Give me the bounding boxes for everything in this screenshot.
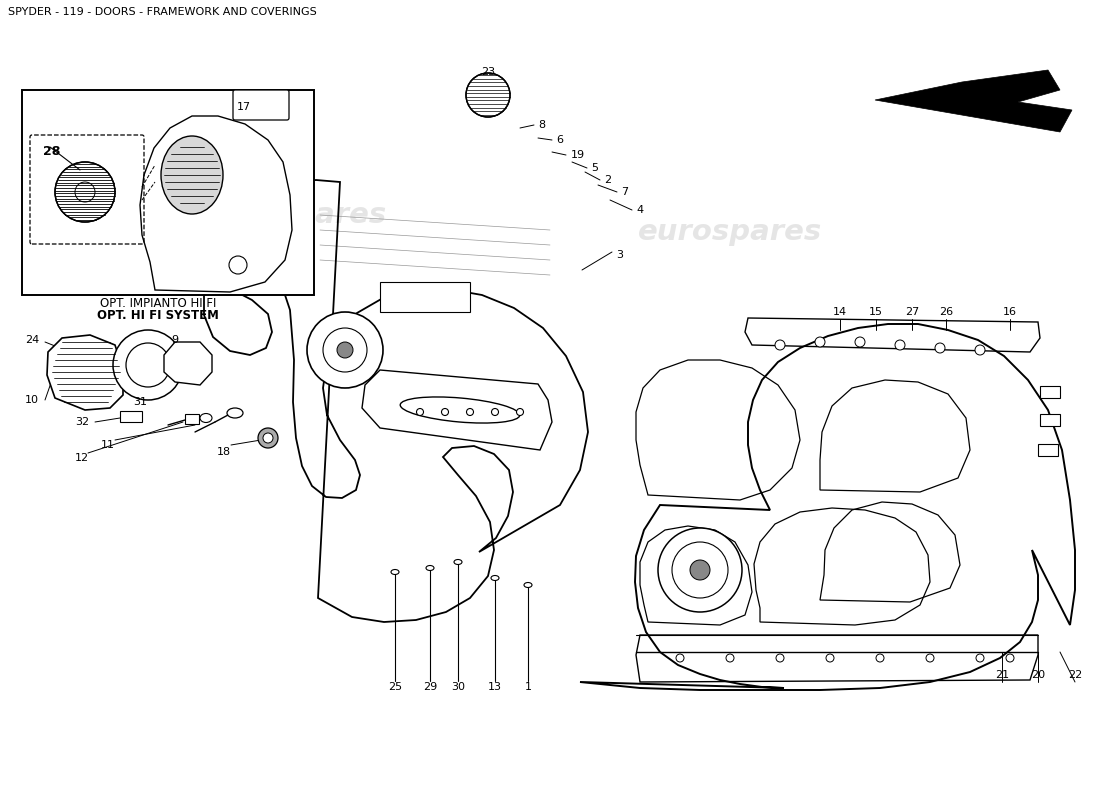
Circle shape: [307, 312, 383, 388]
Text: 11: 11: [101, 440, 116, 450]
Circle shape: [935, 343, 945, 353]
Text: 31: 31: [133, 397, 147, 407]
Ellipse shape: [200, 414, 212, 422]
Text: 12: 12: [75, 453, 89, 463]
Ellipse shape: [454, 559, 462, 565]
Text: 4: 4: [637, 205, 644, 215]
Bar: [22, 90, 313, 295]
Text: 32: 32: [75, 417, 89, 427]
Text: 24: 24: [25, 335, 40, 345]
Circle shape: [517, 409, 524, 415]
Text: OPT. HI FI SYSTEM: OPT. HI FI SYSTEM: [97, 309, 219, 322]
Circle shape: [55, 162, 116, 222]
Circle shape: [441, 409, 449, 415]
Text: 13: 13: [488, 682, 502, 692]
Circle shape: [676, 654, 684, 662]
Text: 14: 14: [833, 307, 847, 317]
Ellipse shape: [161, 136, 223, 214]
Text: OPT. IMPIANTO HI FI: OPT. IMPIANTO HI FI: [100, 297, 217, 310]
FancyBboxPatch shape: [233, 90, 289, 120]
Bar: [120, 411, 142, 422]
Text: 25: 25: [388, 682, 403, 692]
Circle shape: [876, 654, 884, 662]
Text: 30: 30: [451, 682, 465, 692]
Text: 10: 10: [25, 395, 39, 405]
Circle shape: [926, 654, 934, 662]
Ellipse shape: [524, 582, 532, 587]
Circle shape: [826, 654, 834, 662]
Circle shape: [658, 528, 742, 612]
Ellipse shape: [400, 397, 520, 423]
Circle shape: [492, 409, 498, 415]
Circle shape: [263, 433, 273, 443]
Bar: [1040, 414, 1060, 426]
Text: eurospares: eurospares: [202, 201, 387, 229]
Circle shape: [776, 654, 784, 662]
Polygon shape: [164, 342, 212, 385]
Circle shape: [895, 340, 905, 350]
Text: 8: 8: [538, 120, 546, 130]
Text: 28: 28: [43, 145, 60, 158]
Text: 21: 21: [994, 670, 1009, 680]
Polygon shape: [874, 70, 1072, 132]
Bar: [379, 282, 470, 312]
Text: 2: 2: [604, 175, 612, 185]
Text: 20: 20: [1031, 670, 1045, 680]
Circle shape: [466, 409, 473, 415]
Bar: [1038, 444, 1058, 456]
Circle shape: [976, 654, 984, 662]
Text: 27: 27: [905, 307, 920, 317]
Text: 26: 26: [939, 307, 953, 317]
Circle shape: [690, 560, 710, 580]
Circle shape: [815, 337, 825, 347]
Circle shape: [126, 343, 170, 387]
FancyBboxPatch shape: [30, 135, 144, 244]
Text: 5: 5: [592, 163, 598, 173]
Text: 7: 7: [621, 187, 628, 197]
Polygon shape: [47, 335, 123, 410]
Circle shape: [337, 342, 353, 358]
Text: SPYDER - 119 - DOORS - FRAMEWORK AND COVERINGS: SPYDER - 119 - DOORS - FRAMEWORK AND COV…: [8, 7, 317, 17]
Circle shape: [975, 345, 984, 355]
Circle shape: [776, 340, 785, 350]
Text: 29: 29: [422, 682, 437, 692]
Ellipse shape: [426, 566, 434, 570]
Circle shape: [258, 428, 278, 448]
Circle shape: [726, 654, 734, 662]
Text: 15: 15: [869, 307, 883, 317]
Text: 9: 9: [172, 335, 178, 345]
Text: 1: 1: [525, 682, 531, 692]
Ellipse shape: [491, 575, 499, 581]
Text: 16: 16: [1003, 307, 1018, 317]
Text: 17: 17: [236, 102, 251, 112]
Text: 19: 19: [571, 150, 585, 160]
Circle shape: [855, 337, 865, 347]
Text: 18: 18: [217, 447, 231, 457]
Circle shape: [417, 409, 424, 415]
Bar: [1040, 386, 1060, 398]
Text: eurospares: eurospares: [638, 218, 822, 246]
Text: 6: 6: [557, 135, 563, 145]
Ellipse shape: [227, 408, 243, 418]
Ellipse shape: [390, 570, 399, 574]
Text: 3: 3: [616, 250, 624, 260]
Bar: [185, 414, 199, 424]
Text: 23: 23: [481, 67, 495, 77]
Text: 22: 22: [1068, 670, 1082, 680]
Circle shape: [229, 256, 248, 274]
Circle shape: [466, 73, 510, 117]
Circle shape: [113, 330, 183, 400]
Circle shape: [1006, 654, 1014, 662]
